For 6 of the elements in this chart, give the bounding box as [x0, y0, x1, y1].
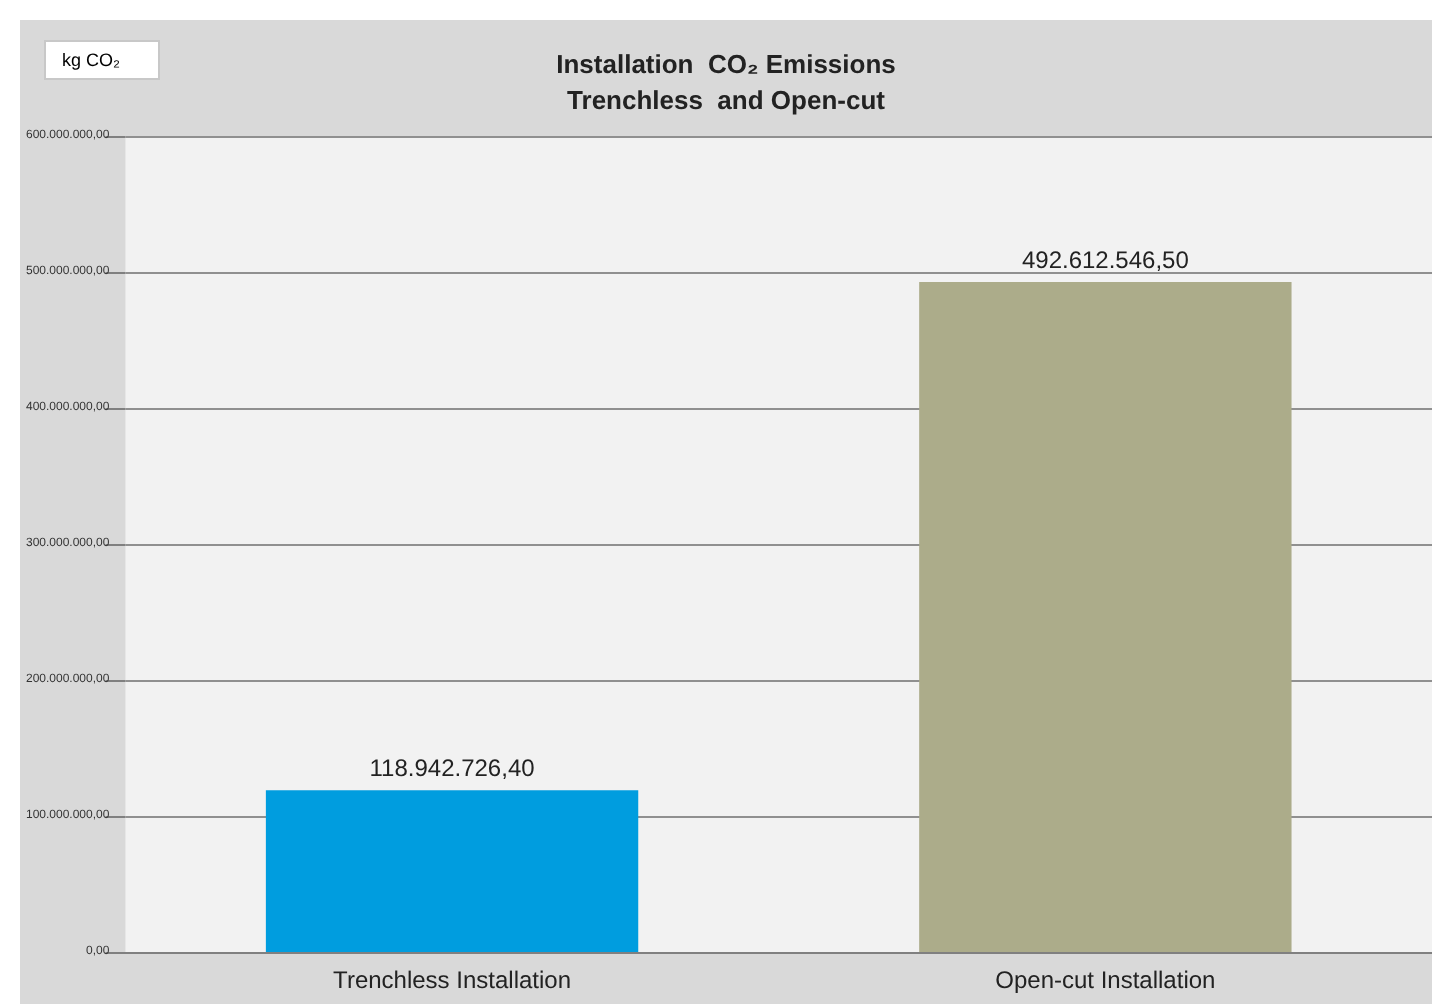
chart-title: Installation CO₂ Emissions Trenchless and Open-cut — [556, 49, 896, 115]
x-tick-label: Open-cut Installation — [995, 966, 1216, 994]
y-axis-title: kg CO₂ — [44, 40, 160, 80]
data-label: 492.612.546,50 — [1021, 246, 1190, 275]
data-label: 118.942.726,40 — [369, 754, 536, 783]
x-tick-label: Trenchless Installation — [333, 966, 572, 994]
